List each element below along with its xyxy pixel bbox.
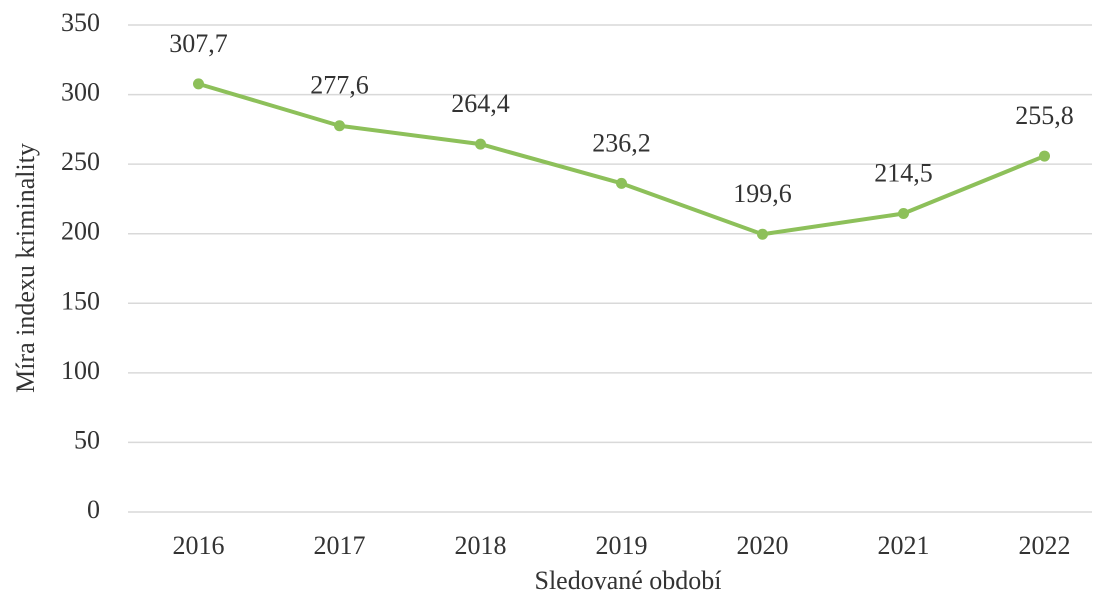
y-tick-label: 200: [61, 217, 100, 246]
x-tick-label: 2017: [314, 531, 366, 560]
x-tick-label: 2022: [1019, 531, 1071, 560]
data-label: 236,2: [592, 128, 651, 157]
x-tick-label: 2020: [737, 531, 789, 560]
data-label: 255,8: [1015, 101, 1074, 130]
y-tick-label: 50: [74, 425, 100, 454]
y-tick-label: 300: [61, 78, 100, 107]
y-axis-title: Míra indexu kriminality: [11, 143, 40, 393]
data-label: 199,6: [733, 179, 792, 208]
point: [475, 138, 486, 150]
x-axis-title: Sledované období: [534, 566, 721, 595]
x-tick-label: 2019: [596, 531, 648, 560]
y-tick-label: 150: [61, 286, 100, 315]
point: [193, 78, 204, 90]
point: [898, 208, 909, 220]
y-tick-label: 0: [87, 495, 100, 524]
data-label: 264,4: [451, 89, 510, 118]
point: [757, 228, 768, 240]
data-label: 214,5: [874, 159, 933, 188]
x-tick-label: 2016: [173, 531, 225, 560]
point: [1039, 150, 1050, 162]
y-tick-label: 250: [61, 147, 100, 176]
point: [616, 177, 627, 189]
point: [334, 120, 345, 132]
x-tick-label: 2018: [455, 531, 507, 560]
x-tick-label: 2021: [878, 531, 930, 560]
y-tick-label: 100: [61, 356, 100, 385]
data-label: 307,7: [169, 29, 228, 58]
data-label: 277,6: [310, 71, 369, 100]
y-tick-label: 350: [61, 8, 100, 37]
